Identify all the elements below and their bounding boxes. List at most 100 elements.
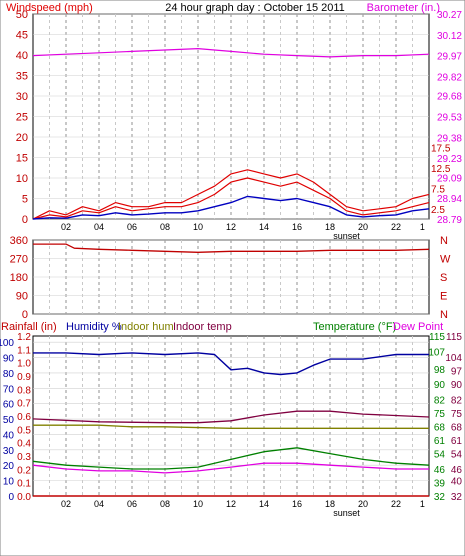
x-tick-label: 22 [391, 222, 401, 232]
x-tick-label: 18 [325, 222, 335, 232]
direction-tick: 270 [10, 254, 28, 266]
barometer-tick: 30.27 [437, 10, 462, 21]
legend-indoor-hum: Indoor hum [118, 321, 174, 333]
rainfall-tick: 0.6 [17, 412, 31, 423]
windspeed-right-tick: 17.5 [431, 143, 451, 154]
temperature-tick: 54 [434, 450, 446, 461]
barometer-tick: 29.82 [437, 72, 462, 83]
temperature-tick: 82 [434, 396, 446, 407]
barometer-tick: 29.53 [437, 113, 462, 124]
x-tick-label: 10 [193, 222, 203, 232]
direction-tick: 180 [10, 272, 28, 284]
rainfall-tick: 0.3 [17, 452, 31, 463]
indoor-temp-tick: 61 [451, 436, 463, 447]
compass-label: E [440, 291, 447, 303]
rainfall-tick: 0.2 [17, 465, 31, 476]
barometer-tick: 30.12 [437, 31, 462, 42]
windspeed-tick: 35 [16, 71, 28, 83]
windspeed-line [32, 177, 430, 220]
x-tick-label: 12 [226, 222, 236, 232]
sunset-label: sunset [333, 231, 360, 241]
direction-tick: 0 [22, 309, 28, 321]
x-tick-label: 22 [391, 499, 401, 509]
rainfall-tick: 0.1 [17, 479, 31, 490]
x-tick-label: 20 [358, 499, 368, 509]
compass-label: N [440, 235, 448, 247]
legend-temperature: Temperature (°F) [313, 321, 396, 333]
dew-point-line [32, 462, 429, 474]
barometer-tick: 29.97 [437, 52, 462, 63]
indoor-temp-tick: 97 [451, 367, 463, 378]
windspeed-tick: 10 [16, 173, 28, 185]
temperature-tick: 68 [434, 423, 446, 434]
x-tick-label: 16 [292, 499, 302, 509]
humidity-tick: 80 [3, 369, 15, 380]
x-tick-label: 10 [193, 499, 203, 509]
direction-line [33, 243, 430, 253]
temperature-line [32, 447, 430, 470]
rainfall-tick: 0.4 [17, 439, 31, 450]
axis-tick-labels: 051015202530354045502.57.512.517.530.273… [0, 9, 462, 518]
windspeed-tick: 45 [16, 30, 28, 42]
indoor-temp-tick: 32 [451, 492, 463, 503]
rainfall-tick: 1.0 [17, 359, 31, 370]
barometer-tick: 29.09 [437, 173, 462, 184]
sunset-label: sunset [333, 508, 360, 518]
windspeed-tick: 30 [16, 91, 28, 103]
barometer-axis-title: Barometer (in.) [367, 2, 440, 14]
x-tick-label: 14 [259, 499, 269, 509]
rainfall-tick: 0.7 [17, 399, 31, 410]
indoor-temp-tick: 68 [451, 423, 463, 434]
temperature-tick: 61 [434, 436, 446, 447]
x-tick-label: 12 [226, 499, 236, 509]
barometer-tick: 28.94 [437, 194, 462, 205]
legend-dew-point: Dew Point [393, 321, 443, 333]
rainfall-tick: 0.5 [17, 425, 31, 436]
indoor-temp-tick: 104 [445, 353, 462, 364]
indoor-temp-tick: 82 [451, 396, 463, 407]
x-tick-label: 02 [61, 499, 71, 509]
indoor-temp-tick: 115 [446, 332, 462, 343]
humidity-tick: 30 [3, 446, 15, 457]
humidity-tick: 10 [3, 477, 15, 488]
x-tick-label: 18 [325, 499, 335, 509]
rainfall-tick: 0.9 [17, 372, 31, 383]
windspeed-tick: 5 [22, 194, 28, 206]
windspeed-tick: 25 [16, 112, 28, 124]
rainfall-tick: 1.2 [17, 332, 31, 343]
temperature-tick: 107 [428, 347, 445, 358]
compass-label: W [440, 254, 451, 266]
x-tick-label-end: 1 [420, 499, 425, 509]
barometer-tick: 29.68 [437, 92, 462, 103]
indoor-temp-line [32, 410, 430, 424]
humidity-tick: 20 [3, 461, 15, 472]
windspeed-tick: 15 [16, 153, 28, 165]
humidity-tick: 70 [3, 384, 15, 395]
x-tick-label: 04 [94, 222, 104, 232]
x-tick-label: 04 [94, 499, 104, 509]
barometer-tick: 29.23 [437, 154, 462, 165]
windspeed-axis-title: Windspeed (mph) [6, 2, 93, 14]
humidity-tick: 60 [3, 400, 15, 411]
compass-label: S [440, 272, 447, 284]
windspeed-tick: 0 [22, 214, 28, 226]
direction-tick: 360 [10, 235, 28, 247]
barometer-tick: 28.79 [437, 215, 462, 226]
windspeed-right-tick: 12.5 [431, 164, 451, 175]
direction-tick: 90 [16, 291, 28, 303]
chart-title: 24 hour graph day : October 15 2011 [165, 2, 345, 14]
rainfall-tick: 0.8 [17, 385, 31, 396]
temperature-tick: 39 [434, 479, 446, 490]
x-tick-label: 06 [127, 222, 137, 232]
x-tick-label-end: 1 [420, 222, 425, 232]
x-tick-label: 06 [127, 499, 137, 509]
barometer-tick: 29.38 [437, 133, 462, 144]
windspeed-tick: 40 [16, 50, 28, 62]
windspeed-right-tick: 2.5 [431, 205, 445, 216]
rainfall-tick: 1.1 [17, 345, 31, 356]
humidity-line [33, 352, 429, 376]
compass-label: N [440, 309, 448, 321]
temperature-tick: 98 [434, 365, 446, 376]
gust-line [32, 169, 430, 220]
